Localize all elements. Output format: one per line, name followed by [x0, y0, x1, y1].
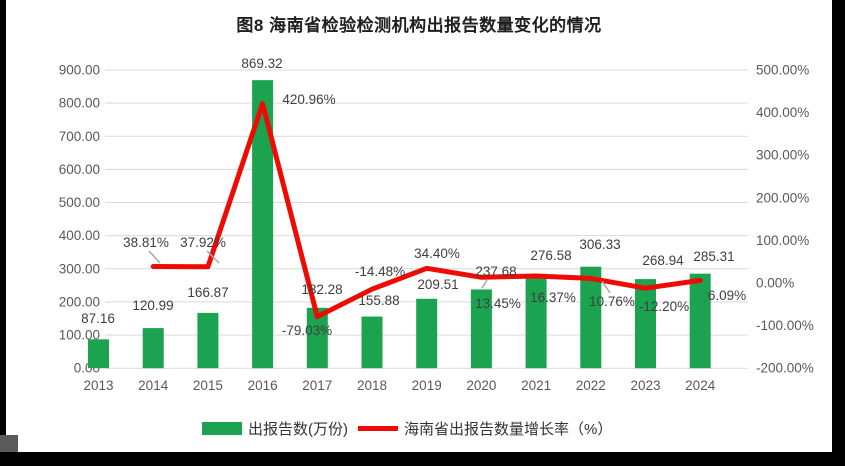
right-axis-tick-label: 0.00% — [756, 276, 794, 291]
line-data-label: 34.40% — [414, 246, 460, 261]
right-axis-tick-label: 100.00% — [756, 233, 809, 248]
label-leader-line — [481, 279, 488, 289]
right-axis-tick-label: 200.00% — [756, 190, 809, 205]
bar-2023 — [635, 279, 656, 369]
x-axis-label: 2016 — [248, 378, 278, 393]
bar-data-label: 869.32 — [241, 56, 282, 71]
bar-data-label: 155.88 — [358, 293, 399, 308]
bar-2014 — [142, 328, 164, 369]
left-axis-tick-label: 900.00 — [59, 63, 100, 78]
right-axis-tick-label: -100.00% — [756, 318, 814, 333]
bar-data-label: 209.51 — [417, 277, 458, 292]
line-data-label: 16.37% — [530, 290, 576, 305]
x-axis-label: 2023 — [630, 378, 660, 393]
left-axis-tick-label: 500.00 — [59, 195, 100, 210]
bar-2018 — [361, 316, 383, 369]
bar-2022 — [580, 266, 602, 369]
bar-data-label: 237.68 — [475, 264, 516, 279]
corner-artifact — [0, 435, 18, 452]
chart-title: 图8 海南省检验检测机构出报告数量变化的情况 — [236, 16, 602, 35]
left-axis-tick-label: 700.00 — [59, 129, 100, 144]
bar-2024 — [689, 273, 711, 369]
x-axis-label: 2022 — [576, 378, 606, 393]
line-data-label: -12.20% — [639, 299, 689, 314]
right-axis-tick-label: 500.00% — [756, 63, 809, 78]
x-axis-label: 2014 — [138, 378, 169, 393]
x-axis-label: 2024 — [685, 378, 716, 393]
x-axis-label: 2013 — [83, 378, 113, 393]
growth-rate-line — [150, 101, 703, 320]
x-axis-label: 2019 — [412, 378, 442, 393]
x-axis-label: 2017 — [302, 378, 332, 393]
line-data-label: 38.81% — [123, 235, 169, 250]
bar-2020 — [470, 289, 492, 369]
bar-data-label: 285.31 — [693, 249, 734, 264]
bar-data-label: 182.28 — [301, 282, 342, 297]
left-axis-tick-label: 200.00 — [59, 294, 100, 309]
legend-line-label: 海南省出报告数量增长率（%） — [404, 420, 613, 438]
bar-data-label: 268.94 — [642, 253, 684, 268]
legend-bar-swatch-icon — [202, 421, 242, 435]
line-data-label: 6.09% — [708, 288, 746, 303]
bar-data-label: 87.16 — [81, 311, 115, 326]
left-axis-tick-label: 100.00 — [59, 328, 100, 343]
chart-canvas — [6, 0, 832, 452]
x-axis-label: 2018 — [357, 378, 387, 393]
bar-2016 — [252, 80, 274, 369]
x-axis-label: 2020 — [466, 378, 496, 393]
right-axis-tick-label: 300.00% — [756, 148, 809, 163]
bar-data-label: 166.87 — [187, 285, 228, 300]
right-axis-tick-label: 400.00% — [756, 105, 809, 120]
x-axis-label: 2021 — [521, 378, 551, 393]
x-axis-label: 2015 — [193, 378, 223, 393]
bar-2017 — [306, 307, 328, 369]
line-data-label: 420.96% — [282, 92, 335, 107]
line-data-label: 10.76% — [589, 294, 635, 309]
line-data-label: 37.92% — [180, 235, 226, 250]
bar-2015 — [197, 312, 219, 369]
line-data-label: -14.48% — [355, 264, 405, 279]
left-axis-tick-label: 600.00 — [59, 162, 100, 177]
left-axis-tick-label: 300.00 — [59, 261, 100, 276]
legend-line-swatch-icon — [358, 425, 398, 431]
bar-data-label: 306.33 — [579, 237, 620, 252]
label-leader-line — [206, 250, 220, 264]
bar-data-label: 120.99 — [132, 298, 173, 313]
bar-2021 — [525, 276, 547, 369]
bar-2013 — [88, 339, 109, 369]
label-leader-line — [148, 250, 161, 264]
line-data-label: 13.45% — [475, 296, 521, 311]
legend: 出报告数(万份) 海南省出报告数量增长率（%） — [202, 418, 612, 438]
legend-bar-label: 出报告数(万份) — [248, 420, 348, 438]
right-axis-tick-label: -200.00% — [756, 361, 814, 376]
label-leader-line — [601, 280, 611, 294]
left-axis-tick-label: 400.00 — [59, 228, 100, 243]
bar-data-label: 276.58 — [530, 248, 571, 263]
bar-2019 — [416, 298, 438, 369]
line-data-label: -79.03% — [282, 323, 332, 338]
left-axis-tick-label: 800.00 — [59, 96, 100, 111]
